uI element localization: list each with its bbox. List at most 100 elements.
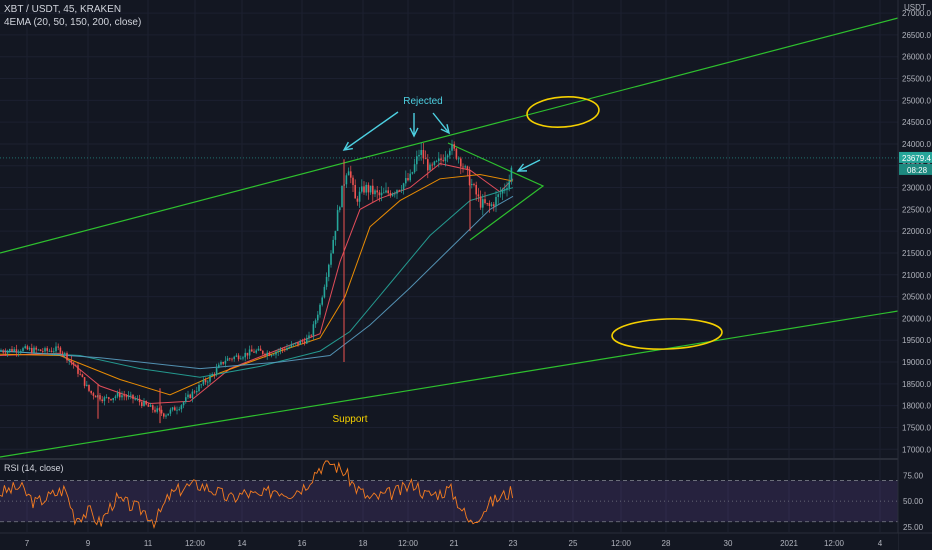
price-tick-label: 21000.0: [902, 271, 931, 280]
candle-body: [64, 352, 66, 354]
candle-body: [457, 158, 460, 160]
candle-body: [24, 346, 26, 349]
candle-body: [224, 360, 227, 364]
candle-body: [125, 396, 128, 398]
candle-body: [374, 190, 376, 195]
time-tick-label: 28: [662, 539, 671, 548]
arrow-head: [516, 163, 528, 172]
rejected-label: Rejected: [403, 96, 442, 107]
candle-body: [262, 350, 264, 354]
candle-body: [306, 338, 308, 344]
candle-body: [284, 349, 286, 351]
candle-body: [202, 380, 205, 385]
candle-body: [497, 194, 499, 197]
candle-body: [341, 185, 343, 208]
target-circle-lower: [611, 318, 723, 350]
current-price-tag: [899, 151, 932, 163]
time-tick-label: 7: [25, 539, 30, 548]
candle-body: [299, 340, 301, 345]
price-tick-label: 25500.0: [902, 75, 931, 84]
candle-body: [325, 276, 328, 287]
time-tick-label: 2021: [780, 539, 798, 548]
candle-body: [204, 380, 207, 383]
support-label: Support: [332, 414, 367, 425]
candle-body: [433, 161, 436, 165]
grid: [0, 0, 898, 532]
candle-body: [152, 405, 154, 410]
candle-body: [484, 199, 486, 204]
candle-body: [378, 192, 381, 196]
candle-body: [229, 358, 231, 360]
candle-body: [48, 350, 51, 352]
candle-body: [257, 348, 260, 351]
candle-body: [83, 377, 86, 386]
candle-body: [310, 335, 312, 337]
candle-body: [143, 401, 145, 407]
candle-body: [407, 178, 409, 181]
price-tick-label: 21500.0: [902, 249, 931, 258]
price-tick-label: 27000.0: [902, 9, 931, 18]
candle-body: [147, 404, 150, 407]
candle-body: [231, 358, 233, 360]
candle-body: [22, 348, 24, 352]
candle-body: [275, 351, 277, 355]
candle-body: [495, 196, 497, 207]
candle-body: [460, 158, 462, 167]
price-tick-label: 24000.0: [902, 140, 931, 149]
candle-body: [198, 385, 200, 392]
candle-body: [130, 394, 132, 396]
candle-body: [398, 190, 400, 191]
ema-line-1: [0, 163, 514, 405]
time-tick-label: 12:00: [185, 539, 206, 548]
rsi-tick-label: 50.00: [903, 497, 924, 506]
candle-body: [270, 355, 273, 356]
upper-channel-line: [0, 17, 899, 254]
candle-body: [94, 395, 97, 398]
candle-body: [486, 203, 488, 204]
candle-body: [4, 352, 7, 354]
candle-body: [50, 350, 53, 352]
candle-body: [330, 253, 332, 265]
candle-body: [88, 384, 90, 391]
indicator-title: 4EMA (20, 50, 150, 200, close): [4, 17, 142, 28]
candle-body: [240, 358, 242, 360]
candle-body: [466, 166, 469, 170]
candle-body: [123, 395, 125, 397]
candle-body: [281, 348, 284, 350]
candle-body: [352, 177, 354, 185]
candle-body: [385, 190, 387, 193]
time-tick-label: 16: [298, 539, 307, 548]
candle-body: [251, 349, 253, 352]
candle-body: [215, 367, 218, 375]
candle-body: [145, 401, 147, 405]
candle-body: [28, 348, 31, 350]
candle-body: [154, 409, 156, 412]
candle-body: [253, 351, 255, 353]
candle-body: [264, 353, 266, 356]
candle-body: [0, 351, 2, 352]
price-tick-label: 18000.0: [902, 402, 931, 411]
candle-body: [473, 184, 475, 185]
candle-body: [196, 391, 198, 393]
candle-body: [259, 348, 262, 351]
candle-body: [116, 392, 119, 397]
candle-body: [273, 354, 275, 356]
candle-body: [477, 194, 480, 197]
candle-body: [268, 352, 271, 356]
candle-body: [237, 355, 240, 360]
candle-body: [391, 193, 394, 196]
price-tick-label: 24500.0: [902, 118, 931, 127]
time-tick-label: 11: [144, 539, 153, 548]
candle-body: [248, 349, 251, 356]
time-axis: 7 9 11 12:00 14 16 18 12:00 21 23 25 12:00 28 30 2021 1…: [0, 532, 932, 550]
candle-body: [429, 164, 431, 171]
candle-body: [400, 189, 403, 191]
rejected-annotation: Rejected: [342, 96, 541, 172]
rsi-line: [0, 460, 514, 530]
candle-body: [176, 409, 178, 411]
candle-body: [504, 189, 506, 190]
candle-body: [2, 351, 4, 353]
candle-body: [101, 399, 103, 402]
price-tick-label: 22000.0: [902, 227, 931, 236]
